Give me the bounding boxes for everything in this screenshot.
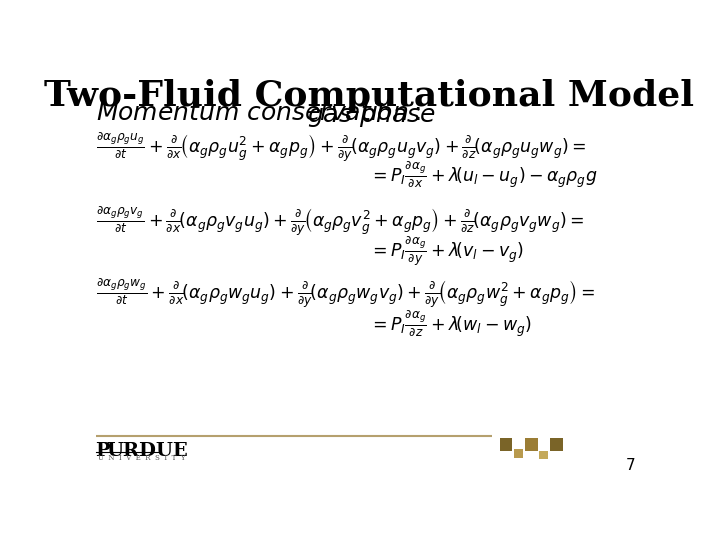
Text: $\frac{\partial \alpha_g \rho_g u_g}{\partial t} + \frac{\partial}{\partial x}\!: $\frac{\partial \alpha_g \rho_g u_g}{\pa… xyxy=(96,130,586,164)
Text: $\bf{\mathit{gas\ phase}}$: $\bf{\mathit{gas\ phase}}$ xyxy=(307,102,435,130)
Bar xyxy=(526,438,538,451)
Text: U  N  I  V  E  R  S  I  T  Y: U N I V E R S I T Y xyxy=(98,454,186,462)
Text: $= P_I \frac{\partial \alpha_g}{\partial x} + \lambda\!\left(u_l - u_g\right) - : $= P_I \frac{\partial \alpha_g}{\partial… xyxy=(369,159,598,189)
Text: URDUE: URDUE xyxy=(107,442,189,460)
Bar xyxy=(550,438,562,451)
Text: Two-Fluid Computational Model: Two-Fluid Computational Model xyxy=(44,79,694,113)
Text: 7: 7 xyxy=(626,458,636,472)
Text: $= P_I \frac{\partial \alpha_g}{\partial y} + \lambda\!\left(v_l - v_g\right)$: $= P_I \frac{\partial \alpha_g}{\partial… xyxy=(369,234,524,267)
Bar xyxy=(539,451,548,459)
Bar xyxy=(514,449,523,458)
Bar xyxy=(500,438,513,451)
Text: P: P xyxy=(96,442,110,460)
Text: $\frac{\partial \alpha_g \rho_g v_g}{\partial t} + \frac{\partial}{\partial x}\!: $\frac{\partial \alpha_g \rho_g v_g}{\pa… xyxy=(96,204,584,238)
Text: $= P_I \frac{\partial \alpha_g}{\partial z} + \lambda\!\left(w_l - w_g\right)$: $= P_I \frac{\partial \alpha_g}{\partial… xyxy=(369,308,532,338)
Text: $\frac{\partial \alpha_g \rho_g w_g}{\partial t} + \frac{\partial}{\partial x}\!: $\frac{\partial \alpha_g \rho_g w_g}{\pa… xyxy=(96,277,595,310)
Text: $\mathit{Momentum\ conservation:}$: $\mathit{Momentum\ conservation:}$ xyxy=(96,102,420,125)
